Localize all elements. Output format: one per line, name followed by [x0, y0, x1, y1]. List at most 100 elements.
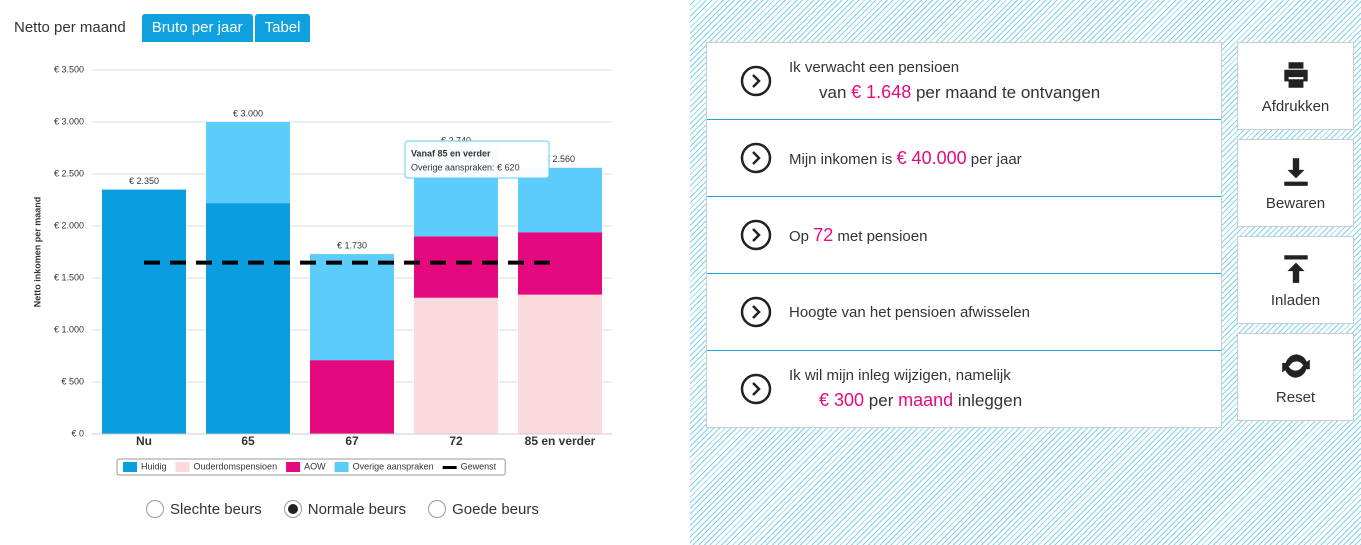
- radio[interactable]: Goede beurs: [428, 500, 539, 518]
- text: Hoogte van het pensioen afwisselen: [789, 303, 1030, 321]
- text: Ik wil mijn inleg wijzigen, namelijk: [789, 367, 1011, 384]
- legend-label: Overige aanspraken: [353, 461, 434, 471]
- action-button[interactable]: Inladen: [1237, 236, 1354, 324]
- setting-text: Hoogte van het pensioen afwisselen: [789, 304, 1030, 321]
- chevron-icon: [740, 219, 772, 251]
- legend-swatch: [286, 462, 301, 472]
- bar-segment: [310, 360, 394, 434]
- legend-swatch: [123, 462, 137, 472]
- total-label: € 1.730: [337, 240, 367, 250]
- icon-shape: [1281, 353, 1310, 378]
- icon-circle: [740, 65, 772, 97]
- radio-circle: [428, 500, 447, 518]
- legend-swatch: [175, 462, 190, 472]
- highlight-value: 72: [813, 224, 834, 245]
- tooltip: Vanaf 85 en verder Overige aanspraken: € …: [404, 140, 550, 179]
- bar-segment: [414, 236, 498, 298]
- x-tick-label: 85 en verder: [525, 434, 596, 448]
- setting-line: € 300 per maand inleggen: [789, 390, 1022, 411]
- chevron-icon: [740, 296, 772, 328]
- text: Op: [789, 227, 810, 245]
- total-label: € 2.350: [129, 176, 159, 186]
- text: per: [868, 391, 894, 410]
- radio[interactable]: Normale beurs: [283, 500, 406, 518]
- setting-line: Hoogte van het pensioen afwisselen: [789, 304, 1030, 321]
- icon-shape: [1283, 61, 1308, 88]
- icon-circle: [740, 373, 772, 405]
- text: van: [819, 83, 847, 102]
- tab[interactable]: Netto per maand: [0, 14, 140, 42]
- legend: Huidig Ouderdomspensioen AOW Overige aanspr…: [116, 458, 506, 476]
- icon-circle: [740, 296, 772, 328]
- tab[interactable]: Tabel: [254, 14, 311, 42]
- setting-row[interactable]: Op 72 met pensioen: [707, 197, 1221, 274]
- icon-shape: [1283, 254, 1308, 283]
- action-button[interactable]: Reset: [1237, 333, 1354, 421]
- button-column: Afdrukken Bewaren Inladen Reset: [1237, 42, 1354, 430]
- y-tick-label: € 2.500: [54, 168, 84, 178]
- setting-row[interactable]: Mijn inkomen is € 40.000 per jaar: [707, 120, 1221, 197]
- icon-chevron: [752, 382, 761, 396]
- text: per maand te ontvangen: [915, 83, 1101, 102]
- action-button[interactable]: Bewaren: [1237, 139, 1354, 227]
- y-tick-label: € 0: [71, 428, 84, 438]
- tab[interactable]: Bruto per jaar: [141, 14, 253, 42]
- chevron-icon: [740, 373, 772, 405]
- text: met pensioen: [837, 227, 928, 245]
- x-tick-label: Nu: [136, 434, 152, 448]
- total-label: € 3.000: [233, 108, 263, 118]
- radio-group: Slechte beurs Normale beurs Goede beurs: [146, 500, 539, 518]
- y-tick-label: € 2.000: [54, 220, 84, 230]
- setting-row[interactable]: Hoogte van het pensioen afwisselen: [707, 274, 1221, 351]
- y-tick-label: € 500: [61, 376, 84, 386]
- y-tick-label: € 3.500: [54, 64, 84, 74]
- settings-list: Ik verwacht een pensioen van € 1.648 per …: [706, 42, 1222, 428]
- x-tick-label: 72: [449, 434, 463, 448]
- icon-circle: [740, 142, 772, 174]
- setting-text: Op 72 met pensioen: [789, 225, 927, 246]
- setting-row[interactable]: Ik verwacht een pensioen van € 1.648 per …: [707, 43, 1221, 120]
- total-label: € 2.560: [545, 154, 575, 164]
- y-tick-label: € 1.000: [54, 324, 84, 334]
- setting-line: Op 72 met pensioen: [789, 225, 927, 246]
- bar-segment: [414, 297, 498, 434]
- radio-circle: [283, 500, 302, 518]
- legend-box: [116, 458, 506, 476]
- chevron-icon: [740, 65, 772, 97]
- icon-chevron: [752, 305, 761, 319]
- highlight-value: € 1.648: [851, 82, 912, 102]
- highlight-value: € 300: [819, 390, 865, 410]
- icon-shape: [1283, 157, 1308, 186]
- tooltip-title: Vanaf 85 en verder: [411, 148, 491, 158]
- setting-text: Mijn inkomen is € 40.000 per jaar: [789, 148, 1022, 169]
- legend-swatch: [442, 466, 457, 469]
- y-axis-title: Netto inkomen per maand: [32, 197, 42, 308]
- button-label: Afdrukken: [1261, 97, 1330, 115]
- setting-text: Ik verwacht een pensioen van € 1.648 per …: [789, 59, 1100, 103]
- bar-segment: [206, 122, 290, 204]
- radio-label: Slechte beurs: [170, 500, 262, 518]
- bar-segment: [310, 254, 394, 361]
- highlight-value: maand: [898, 390, 954, 410]
- y-tick-label: € 1.500: [54, 272, 84, 282]
- icon-chevron: [752, 228, 761, 242]
- bar-segment: [518, 232, 602, 295]
- setting-row[interactable]: Ik wil mijn inleg wijzigen, namelijk € 30…: [707, 351, 1221, 427]
- setting-line: Ik wil mijn inleg wijzigen, namelijk: [789, 367, 1022, 384]
- icon-chevron: [752, 151, 761, 165]
- total-label: € 2.740: [441, 135, 471, 145]
- legend-label: Huidig: [141, 461, 167, 471]
- text: inleggen: [957, 391, 1023, 410]
- chevron-icon: [740, 142, 772, 174]
- action-button[interactable]: Afdrukken: [1237, 42, 1354, 130]
- legend-label: Gewenst: [461, 461, 497, 471]
- button-label: Bewaren: [1265, 194, 1326, 212]
- setting-line: van € 1.648 per maand te ontvangen: [789, 82, 1100, 103]
- radio[interactable]: Slechte beurs: [146, 500, 262, 518]
- button-label: Inladen: [1270, 291, 1321, 309]
- highlight-value: € 40.000: [896, 147, 967, 168]
- x-tick-label: 65: [241, 434, 255, 448]
- text: Mijn inkomen is: [789, 150, 893, 168]
- button-label: Reset: [1275, 388, 1316, 406]
